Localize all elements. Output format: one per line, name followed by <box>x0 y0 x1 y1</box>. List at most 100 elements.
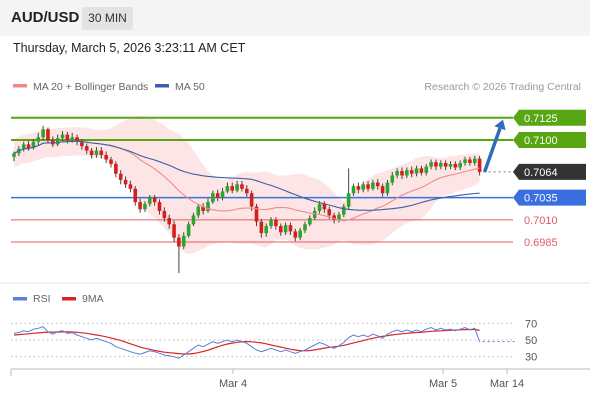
candlesticks <box>12 125 482 274</box>
forecast-arrow <box>482 119 506 173</box>
candle <box>211 190 215 204</box>
candle <box>308 215 312 227</box>
candle <box>366 180 370 192</box>
ma50-legend-label: MA 50 <box>175 81 205 93</box>
ma50-legend-swatch <box>155 84 169 88</box>
candle <box>41 125 45 140</box>
timeframe-button[interactable]: 30 MIN <box>82 7 133 30</box>
price-levels <box>11 116 513 243</box>
candle <box>419 165 424 176</box>
price-tag-resistance: 0.7125 <box>513 109 586 126</box>
candle <box>186 221 191 238</box>
candle <box>240 180 244 192</box>
bollinger-band-area <box>14 115 480 254</box>
candle <box>249 190 254 211</box>
candle <box>114 161 118 178</box>
candle <box>414 165 419 177</box>
rsi-tick-label: 50 <box>525 335 537 347</box>
candle <box>157 199 162 215</box>
price-tag-support: 0.6985 <box>524 237 558 249</box>
price-tag-last: 0.7064 <box>513 163 586 180</box>
candle <box>118 170 123 185</box>
candle <box>128 180 133 193</box>
candle <box>172 220 176 243</box>
candle <box>332 212 336 224</box>
candle <box>371 179 375 191</box>
candle <box>424 163 429 176</box>
candle <box>317 201 322 214</box>
candle <box>254 203 259 227</box>
candle <box>351 183 356 196</box>
candle <box>55 134 60 147</box>
time-axis: Mar 4 Mar 5 Mar 14 <box>219 369 524 390</box>
candle <box>31 139 36 150</box>
candle <box>429 159 433 170</box>
candle <box>472 155 477 166</box>
candle <box>468 156 472 166</box>
candle <box>278 223 283 236</box>
rsi-legend-label: RSI <box>33 293 51 305</box>
candle <box>51 136 55 148</box>
forecast-arrow-head <box>494 119 506 131</box>
candle <box>148 194 152 207</box>
price-tag-label: 0.7125 <box>524 113 558 125</box>
rsi-tick-label: 30 <box>525 352 537 364</box>
candle <box>177 234 181 274</box>
candle <box>303 221 307 234</box>
candle <box>84 143 89 155</box>
candle <box>94 147 99 158</box>
price-tag-label: 0.7064 <box>524 167 558 179</box>
price-tag-support: 0.7010 <box>524 215 558 227</box>
candle <box>235 180 239 193</box>
copyright-text: Research © 2026 Trading Central <box>424 81 581 93</box>
candle <box>337 211 341 223</box>
candle <box>230 182 235 194</box>
symbol-title: AUD/USD <box>11 9 80 26</box>
chart-datetime: Thursday, March 5, 2026 3:23:11 AM CET <box>13 41 246 55</box>
candle <box>21 141 26 152</box>
candle <box>138 198 142 213</box>
candle <box>220 187 225 201</box>
candle <box>206 198 210 213</box>
candle <box>380 183 385 197</box>
candle <box>443 160 448 171</box>
candle <box>346 168 351 210</box>
candle <box>181 232 186 250</box>
candle <box>191 212 196 227</box>
price-tag-label: 0.7010 <box>524 215 558 227</box>
candle <box>375 179 380 190</box>
candle <box>133 186 138 206</box>
candle <box>269 217 273 229</box>
candle <box>143 201 147 212</box>
candle <box>215 189 220 202</box>
price-tag-pivot: 0.7035 <box>513 189 586 206</box>
candle <box>162 207 167 222</box>
candle <box>322 201 327 213</box>
price-tag-resistance: 0.7100 <box>513 131 586 148</box>
candle <box>89 147 94 159</box>
candle <box>409 166 414 178</box>
candle <box>288 222 293 235</box>
candle <box>361 181 365 193</box>
candle <box>453 161 458 171</box>
candle <box>80 139 84 150</box>
candle <box>196 203 201 219</box>
candle <box>283 222 288 235</box>
chart-header-bar: AUD/USD 30 MIN <box>0 0 590 36</box>
rsi-ma-legend-swatch <box>62 297 76 301</box>
ma50-line <box>13 140 480 211</box>
rsi-legend-swatch <box>13 297 27 301</box>
candle <box>245 185 249 197</box>
price-tag-label: 0.7035 <box>524 193 558 205</box>
moving-averages <box>13 140 480 222</box>
candle <box>225 182 230 194</box>
candle <box>201 202 205 215</box>
candle <box>75 134 79 146</box>
time-axis-label: Mar 4 <box>219 378 247 390</box>
candle <box>434 159 438 171</box>
time-axis-label: Mar 14 <box>490 378 524 390</box>
candle <box>385 179 390 196</box>
ma20-legend-swatch <box>13 84 27 88</box>
candle <box>458 160 462 171</box>
rsi-ma-legend-label: 9MA <box>82 293 104 305</box>
